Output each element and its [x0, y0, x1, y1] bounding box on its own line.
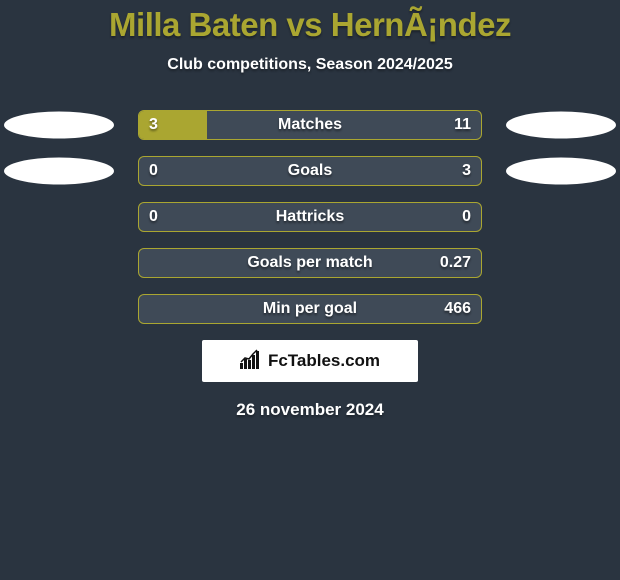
stat-row: 3 Matches 11 [0, 110, 620, 140]
stat-row: 0 Goals 3 [0, 156, 620, 186]
stat-rows: 3 Matches 11 0 Goals 3 0 [0, 110, 620, 324]
stat-row: 0 Hattricks 0 [0, 202, 620, 232]
player-left-oval [4, 158, 114, 185]
brand-badge: FcTables.com [202, 340, 418, 382]
player-right-oval [506, 158, 616, 185]
stat-bar-track: Goals per match 0.27 [138, 248, 482, 278]
page-title: Milla Baten vs HernÃ¡ndez [0, 0, 620, 44]
date-label: 26 november 2024 [0, 400, 620, 420]
comparison-infographic: Milla Baten vs HernÃ¡ndez Club competiti… [0, 0, 620, 580]
brand-text: FcTables.com [268, 351, 380, 371]
stat-value-right: 3 [462, 162, 471, 180]
stat-label: Hattricks [139, 208, 481, 226]
stat-label: Matches [139, 116, 481, 134]
stat-bar-track: 3 Matches 11 [138, 110, 482, 140]
stat-value-right: 0 [462, 208, 471, 226]
stat-bar-track: 0 Goals 3 [138, 156, 482, 186]
player-right-oval [506, 112, 616, 139]
stat-value-right: 466 [444, 300, 471, 318]
stat-label: Goals [139, 162, 481, 180]
stat-label: Min per goal [139, 300, 481, 318]
stat-bar-track: 0 Hattricks 0 [138, 202, 482, 232]
stat-value-right: 11 [454, 116, 471, 134]
stat-value-right: 0.27 [440, 254, 471, 272]
stat-bar-track: Min per goal 466 [138, 294, 482, 324]
bar-chart-icon [240, 349, 262, 374]
subtitle: Club competitions, Season 2024/2025 [0, 56, 620, 74]
stat-label: Goals per match [139, 254, 481, 272]
stat-row: Goals per match 0.27 [0, 248, 620, 278]
stat-row: Min per goal 466 [0, 294, 620, 324]
player-left-oval [4, 112, 114, 139]
